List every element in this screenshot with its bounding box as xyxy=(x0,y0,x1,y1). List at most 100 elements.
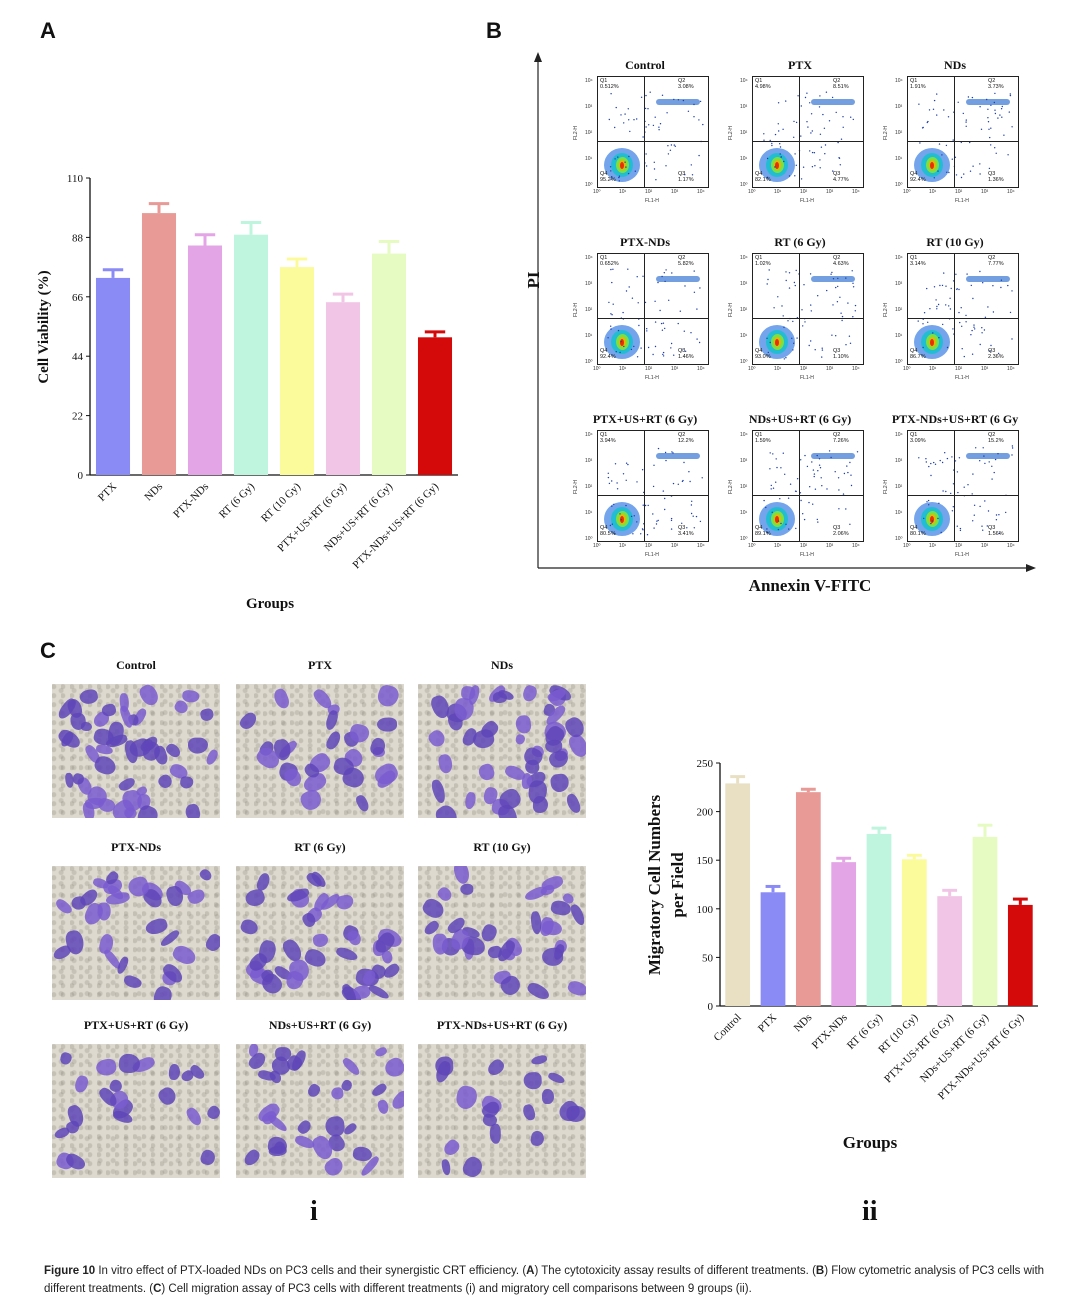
flow-quadrant-q2: Q2 15.2% xyxy=(988,432,1004,444)
micrograph-image xyxy=(418,684,586,818)
stained-cell xyxy=(323,709,340,731)
flow-dot xyxy=(842,126,844,128)
chart-a-y-axis-title: Cell Viability (%) xyxy=(36,270,52,383)
flow-x-tick: 10⁴ xyxy=(852,189,860,195)
flow-dot xyxy=(670,528,673,530)
flow-quadrant-hline xyxy=(753,318,863,319)
stained-cell xyxy=(335,893,356,912)
flow-quadrant-q3: Q3 2.06% xyxy=(833,525,849,537)
flow-quadrant-hline xyxy=(598,495,708,496)
flow-dot xyxy=(611,480,613,482)
flow-scatter-plot: Q1 1.91% Q2 3.73% Q3 1.36% Q4 92.4% xyxy=(907,76,1019,188)
flow-dot xyxy=(681,522,683,524)
flow-dot xyxy=(661,94,664,96)
flow-dot xyxy=(793,120,795,123)
flow-quadrant-value: 7.77% xyxy=(988,261,1004,267)
flow-dot xyxy=(614,463,617,465)
flow-y-label: FL2-H xyxy=(727,126,734,140)
stained-cell xyxy=(304,1082,322,1100)
flow-dot xyxy=(625,479,627,481)
flow-y-tick: 10⁴ xyxy=(585,432,593,438)
flow-quadrant-value: 2.06% xyxy=(833,531,849,537)
flow-plot: PTX-NDs Q1 0.652% Q2 5.82% Q3 1.46% Q4 92.4% 10⁰ 1… xyxy=(573,235,735,405)
flow-quadrant-hline xyxy=(753,495,863,496)
flow-dot xyxy=(951,510,954,512)
micrograph-image xyxy=(52,1044,220,1178)
flow-dot xyxy=(852,286,855,288)
flow-dot xyxy=(630,515,633,518)
flow-dot xyxy=(691,174,694,176)
flow-dot xyxy=(971,493,973,495)
chart-c-ii-category-label: PTX+US+RT (6 Gy) xyxy=(882,1011,956,1085)
flow-plot: PTX-NDs+US+RT (6 Gy Q1 3.09% Q2 15.2% Q3 1.56%… xyxy=(883,412,1045,582)
flow-dot xyxy=(662,351,665,354)
flow-quadrant-value: 3.41% xyxy=(678,531,694,537)
flow-dot xyxy=(813,475,815,478)
flow-dot xyxy=(610,178,612,181)
stained-cell xyxy=(452,866,472,886)
flow-dot xyxy=(1011,290,1013,292)
flow-x-tick: 10¹ xyxy=(929,189,937,195)
flow-dot xyxy=(783,160,785,163)
flow-dot xyxy=(782,128,784,130)
flow-dot xyxy=(1009,93,1011,95)
stained-cell xyxy=(564,792,583,815)
flow-quadrant-name: Q3 xyxy=(833,525,841,531)
flow-dot xyxy=(653,168,656,170)
flow-dot xyxy=(648,124,650,126)
flow-y-tick: 10³ xyxy=(585,458,593,464)
flow-dot xyxy=(954,156,957,158)
micrograph-title: RT (10 Gy) xyxy=(473,840,531,854)
stained-cell xyxy=(523,885,549,903)
flow-dot xyxy=(804,321,806,323)
flow-dot xyxy=(681,349,683,351)
flow-dot xyxy=(969,141,971,144)
flow-y-tick: 10³ xyxy=(740,458,748,464)
flow-dot xyxy=(952,506,954,508)
flow-dot xyxy=(782,452,784,454)
chart-c-ii-category-label: NDs xyxy=(792,1012,815,1035)
flow-dot xyxy=(778,130,780,132)
flow-dot xyxy=(644,107,647,110)
flow-dot xyxy=(1008,111,1010,113)
flow-dot xyxy=(997,117,999,119)
flow-dot xyxy=(633,345,635,348)
stained-cell xyxy=(464,791,477,810)
flow-dot xyxy=(931,520,933,522)
flow-dot xyxy=(628,286,630,288)
flow-dot xyxy=(627,172,630,175)
flow-dot xyxy=(670,342,673,345)
flow-quadrant-name: Q1 xyxy=(600,432,608,438)
flow-plot-title: PTX-NDs xyxy=(620,235,670,249)
flow-dot xyxy=(810,304,812,306)
flow-quadrant-q4: Q4 93.0% xyxy=(755,348,771,360)
flow-quadrant-vline xyxy=(954,431,955,541)
stained-cell xyxy=(377,718,398,732)
flow-dot xyxy=(995,152,997,154)
flow-dot xyxy=(846,465,848,467)
flow-dot xyxy=(961,325,963,327)
flow-dot xyxy=(849,523,851,525)
flow-quadrant-name: Q1 xyxy=(910,255,918,261)
flow-dot xyxy=(973,324,975,326)
stained-cell xyxy=(529,1129,545,1147)
flow-dot xyxy=(772,487,775,489)
flow-dot xyxy=(785,100,787,102)
flow-x-label: FL1-H xyxy=(955,198,969,204)
flow-quadrant-vline xyxy=(954,77,955,187)
micrograph-grid: Control PTX NDs PTX-NDs RT (6 Gy) RT (10 Gy) P… xyxy=(40,658,605,1180)
flow-x-tick: 10⁴ xyxy=(697,366,705,372)
flow-dot xyxy=(923,312,926,314)
flow-dot xyxy=(633,515,635,517)
chart-c-ii-bar xyxy=(937,896,963,1006)
flow-plot-title: RT (10 Gy) xyxy=(926,235,984,249)
stained-cell xyxy=(179,776,194,789)
flow-quadrant-q2: Q2 7.26% xyxy=(833,432,849,444)
flow-dot xyxy=(992,285,994,287)
flow-dot xyxy=(669,149,672,151)
chart-c-ii-bar xyxy=(866,833,892,1006)
flow-quadrant-value: 3.73% xyxy=(988,84,1004,90)
flow-dot xyxy=(673,144,675,146)
flow-dot xyxy=(622,311,624,314)
flow-dot xyxy=(970,284,972,287)
